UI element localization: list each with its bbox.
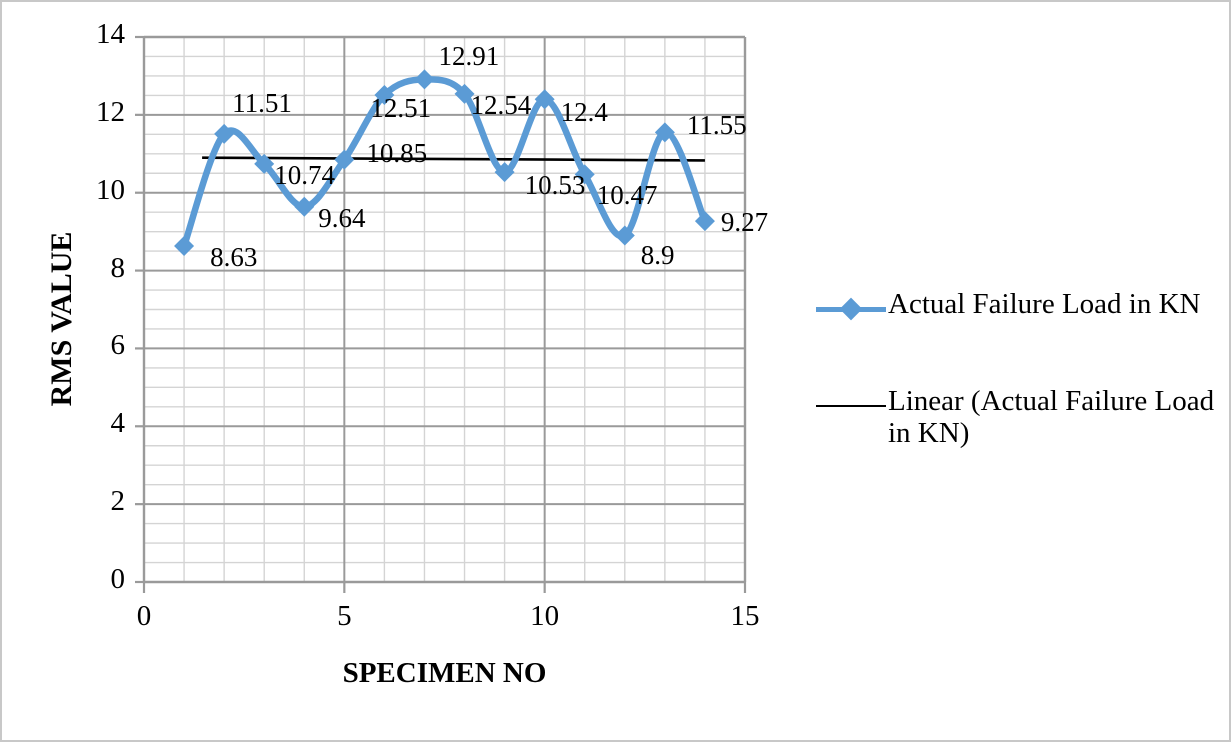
- data-point-label: 10.47: [596, 180, 658, 211]
- data-marker: [654, 122, 675, 143]
- data-marker: [614, 225, 635, 246]
- data-point-label: 12.91: [438, 41, 500, 72]
- y-axis-tick-label: 12: [96, 95, 125, 128]
- y-axis-title: RMS VALUE: [45, 231, 78, 407]
- y-axis-tick-label: 6: [110, 329, 126, 362]
- axis-tick-marks: [135, 35, 747, 593]
- data-point-label: 12.4: [560, 97, 608, 128]
- data-marker: [454, 83, 475, 104]
- data-point-label: 8.9: [640, 239, 675, 270]
- legend-item-actual-failure-load[interactable]: Actual Failure Load in KN: [814, 288, 1218, 324]
- legend-item-linear-trendline[interactable]: Linear (Actual Failure Load in KN): [814, 385, 1218, 450]
- data-markers: [174, 69, 715, 257]
- y-axis-tick-label: 4: [110, 407, 126, 440]
- y-axis-tick-label: 0: [110, 563, 126, 595]
- data-marker: [214, 123, 235, 144]
- line-diamond-marker-icon: [814, 294, 888, 324]
- data-marker: [254, 153, 275, 174]
- data-point-label: 8.63: [210, 242, 258, 273]
- data-marker: [494, 162, 515, 183]
- y-axis-tick-label: 14: [96, 18, 125, 50]
- data-point-label: 12.51: [370, 93, 432, 123]
- data-marker: [574, 164, 595, 185]
- data-marker: [174, 236, 195, 257]
- trendline: [202, 156, 705, 162]
- x-axis-tick-label: 0: [136, 600, 152, 632]
- axis-lines: [142, 35, 747, 584]
- x-axis-title: SPECIMEN NO: [342, 657, 547, 689]
- data-point-label: 10.53: [524, 170, 586, 201]
- data-point-label: 9.27: [720, 207, 769, 238]
- y-axis-tick-label: 2: [110, 485, 126, 518]
- data-point-label: 11.51: [232, 87, 292, 118]
- x-axis-tick-label: 10: [530, 600, 560, 632]
- x-axis-tick-label: 5: [337, 600, 352, 632]
- x-axis-tick-label: 15: [730, 600, 760, 632]
- y-axis-tick-label: 8: [110, 251, 126, 284]
- data-point-label: 9.64: [318, 202, 366, 233]
- data-marker: [694, 211, 715, 232]
- legend-label: Actual Failure Load in KN: [888, 288, 1201, 320]
- data-point-label: 12.54: [470, 89, 532, 120]
- data-marker: [334, 149, 355, 170]
- legend-label: Linear (Actual Failure Load in KN): [888, 385, 1215, 450]
- data-marker: [534, 89, 555, 110]
- data-point-label: 10.74: [274, 159, 335, 190]
- minor-gridlines: [144, 37, 745, 582]
- y-axis-tick-label: 10: [96, 173, 125, 206]
- data-marker: [414, 69, 435, 90]
- data-point-label: 11.55: [686, 110, 747, 141]
- data-marker: [374, 85, 395, 106]
- data-marker: [294, 196, 315, 217]
- data-point-label: 10.85: [366, 137, 428, 168]
- line-marker-icon: [814, 391, 888, 421]
